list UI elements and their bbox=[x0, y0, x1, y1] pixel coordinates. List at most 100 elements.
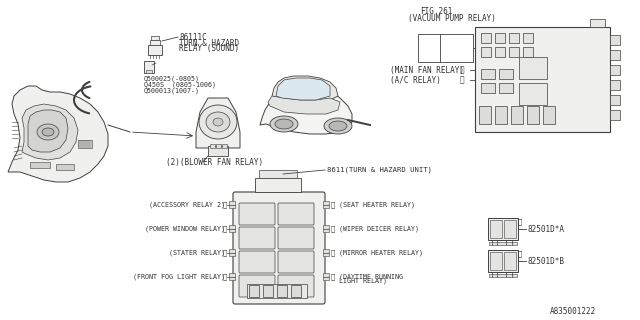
Ellipse shape bbox=[324, 118, 352, 134]
Bar bbox=[610, 95, 620, 105]
Bar bbox=[144, 61, 154, 73]
Text: ①: ① bbox=[223, 202, 227, 208]
Bar bbox=[490, 252, 502, 270]
Bar bbox=[490, 220, 502, 238]
Bar bbox=[229, 249, 235, 256]
Bar bbox=[511, 106, 523, 124]
Bar bbox=[489, 242, 517, 245]
Bar bbox=[229, 201, 235, 208]
Text: ①: ① bbox=[518, 219, 522, 225]
Bar bbox=[323, 201, 329, 208]
Text: (DAYTIME RUNNING: (DAYTIME RUNNING bbox=[339, 274, 403, 280]
Bar bbox=[495, 106, 507, 124]
Bar bbox=[495, 33, 505, 43]
Bar bbox=[255, 178, 301, 192]
Text: A835001222: A835001222 bbox=[550, 308, 596, 316]
Bar bbox=[488, 218, 518, 240]
Text: (2)(BLOWER FAN RELAY): (2)(BLOWER FAN RELAY) bbox=[166, 157, 263, 166]
Ellipse shape bbox=[270, 116, 298, 132]
FancyBboxPatch shape bbox=[278, 275, 314, 297]
Bar bbox=[509, 47, 519, 57]
Text: (FRONT FOG LIGHT RELAY): (FRONT FOG LIGHT RELAY) bbox=[133, 274, 225, 280]
Bar bbox=[229, 273, 235, 280]
Polygon shape bbox=[272, 76, 338, 102]
Ellipse shape bbox=[213, 118, 223, 126]
Text: ①: ① bbox=[223, 274, 227, 280]
Text: ①: ① bbox=[223, 250, 227, 256]
Ellipse shape bbox=[199, 105, 237, 139]
FancyBboxPatch shape bbox=[239, 227, 275, 249]
Bar bbox=[610, 65, 620, 75]
Text: (STATER RELAY): (STATER RELAY) bbox=[169, 250, 225, 256]
Bar bbox=[499, 69, 513, 79]
Polygon shape bbox=[22, 104, 78, 160]
Bar bbox=[323, 273, 329, 280]
Bar bbox=[56, 164, 74, 170]
Bar bbox=[610, 110, 620, 120]
Bar bbox=[519, 83, 547, 105]
Bar bbox=[277, 285, 287, 297]
Polygon shape bbox=[260, 90, 352, 134]
Bar bbox=[481, 69, 495, 79]
Text: ①: ① bbox=[331, 250, 335, 256]
Ellipse shape bbox=[275, 119, 293, 129]
FancyBboxPatch shape bbox=[239, 275, 275, 297]
Bar bbox=[479, 106, 491, 124]
Polygon shape bbox=[276, 78, 330, 100]
Bar bbox=[146, 70, 152, 73]
Text: ①: ① bbox=[331, 202, 335, 208]
Text: 82501D*B: 82501D*B bbox=[528, 257, 565, 266]
Bar bbox=[481, 83, 495, 93]
Text: Q500013(1007-): Q500013(1007-) bbox=[144, 88, 200, 94]
Text: 8611(TURN & HAZARD UNIT): 8611(TURN & HAZARD UNIT) bbox=[327, 167, 432, 173]
Bar bbox=[247, 284, 307, 298]
Text: FIG.261: FIG.261 bbox=[420, 7, 452, 17]
Bar bbox=[590, 19, 605, 27]
Bar bbox=[499, 83, 513, 93]
FancyBboxPatch shape bbox=[278, 203, 314, 225]
Text: (VACUUM PUMP RELAY): (VACUUM PUMP RELAY) bbox=[408, 13, 496, 22]
Text: Q450S  (0805-1006): Q450S (0805-1006) bbox=[144, 82, 216, 88]
Polygon shape bbox=[28, 110, 68, 152]
Bar bbox=[291, 285, 301, 297]
Text: RELAY (SOUND): RELAY (SOUND) bbox=[179, 44, 239, 53]
Bar bbox=[216, 144, 221, 148]
Ellipse shape bbox=[37, 124, 59, 140]
Text: ①: ① bbox=[331, 226, 335, 232]
FancyBboxPatch shape bbox=[278, 251, 314, 273]
Ellipse shape bbox=[206, 112, 230, 132]
Text: Q500025(-0805): Q500025(-0805) bbox=[144, 76, 200, 82]
Text: (SEAT HEATER RELAY): (SEAT HEATER RELAY) bbox=[339, 202, 415, 208]
Bar bbox=[523, 47, 533, 57]
Polygon shape bbox=[268, 96, 340, 114]
Polygon shape bbox=[8, 86, 108, 182]
Text: (MAIN FAN RELAY): (MAIN FAN RELAY) bbox=[390, 66, 464, 75]
Bar bbox=[148, 45, 162, 55]
Bar bbox=[481, 47, 491, 57]
Bar bbox=[150, 40, 160, 45]
Text: (POWER WINDOW RELAY): (POWER WINDOW RELAY) bbox=[145, 226, 225, 232]
Text: (MIRROR HEATER RELAY): (MIRROR HEATER RELAY) bbox=[339, 250, 423, 256]
Text: ①: ① bbox=[460, 76, 465, 84]
Bar bbox=[222, 144, 227, 148]
Text: (WIPER DEICER RELAY): (WIPER DEICER RELAY) bbox=[339, 226, 419, 232]
Text: ①: ① bbox=[331, 274, 335, 280]
Bar bbox=[249, 285, 259, 297]
Bar bbox=[610, 50, 620, 60]
Bar bbox=[495, 47, 505, 57]
Bar bbox=[263, 285, 273, 297]
Bar bbox=[504, 220, 516, 238]
Bar bbox=[323, 249, 329, 256]
Bar bbox=[509, 33, 519, 43]
Bar bbox=[78, 140, 92, 148]
Bar bbox=[208, 146, 228, 156]
Bar bbox=[489, 274, 517, 277]
Text: ②: ② bbox=[460, 66, 465, 75]
Text: ②: ② bbox=[518, 251, 522, 257]
Bar bbox=[475, 27, 610, 132]
Bar bbox=[418, 34, 473, 62]
Bar bbox=[488, 250, 518, 272]
Bar bbox=[610, 35, 620, 45]
Text: (A/C RELAY): (A/C RELAY) bbox=[390, 76, 441, 84]
Bar bbox=[229, 225, 235, 232]
